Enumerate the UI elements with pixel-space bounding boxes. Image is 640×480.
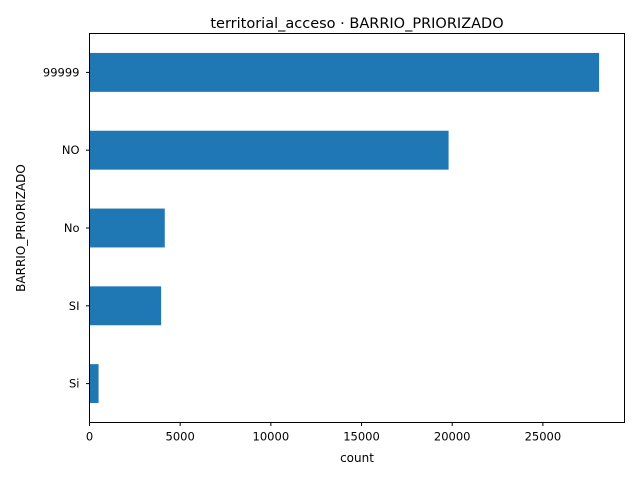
y-axis-label: BARRIO_PRIORIZADO <box>14 164 28 292</box>
x-tick-label: 5000 <box>166 430 195 444</box>
plot-frame <box>89 33 625 423</box>
x-tick-label: 20000 <box>434 430 471 444</box>
x-axis-label: count <box>340 451 374 465</box>
bar-No <box>89 208 165 248</box>
y-tick-label: SI <box>69 299 80 313</box>
x-tick-label: 15000 <box>343 430 380 444</box>
y-tick-label: No <box>64 221 80 235</box>
bar-SI <box>89 286 162 326</box>
bars-layer <box>89 52 600 404</box>
y-tick-label: Si <box>69 377 80 391</box>
x-tick-label: 0 <box>86 430 93 444</box>
y-tick-label: 99999 <box>43 65 80 79</box>
x-tick-label: 10000 <box>253 430 290 444</box>
ticks-layer: 99999 NO No SI Si 0 5000 10000 15000 20000 25000 <box>43 65 561 443</box>
y-tick-label: NO <box>62 143 80 157</box>
chart-title: territorial_acceso · BARRIO_PRIORIZADO <box>210 16 503 32</box>
bar-99999 <box>89 52 600 92</box>
bar-Si <box>89 364 99 404</box>
x-tick-label: 25000 <box>525 430 562 444</box>
bar-NO <box>89 130 449 170</box>
